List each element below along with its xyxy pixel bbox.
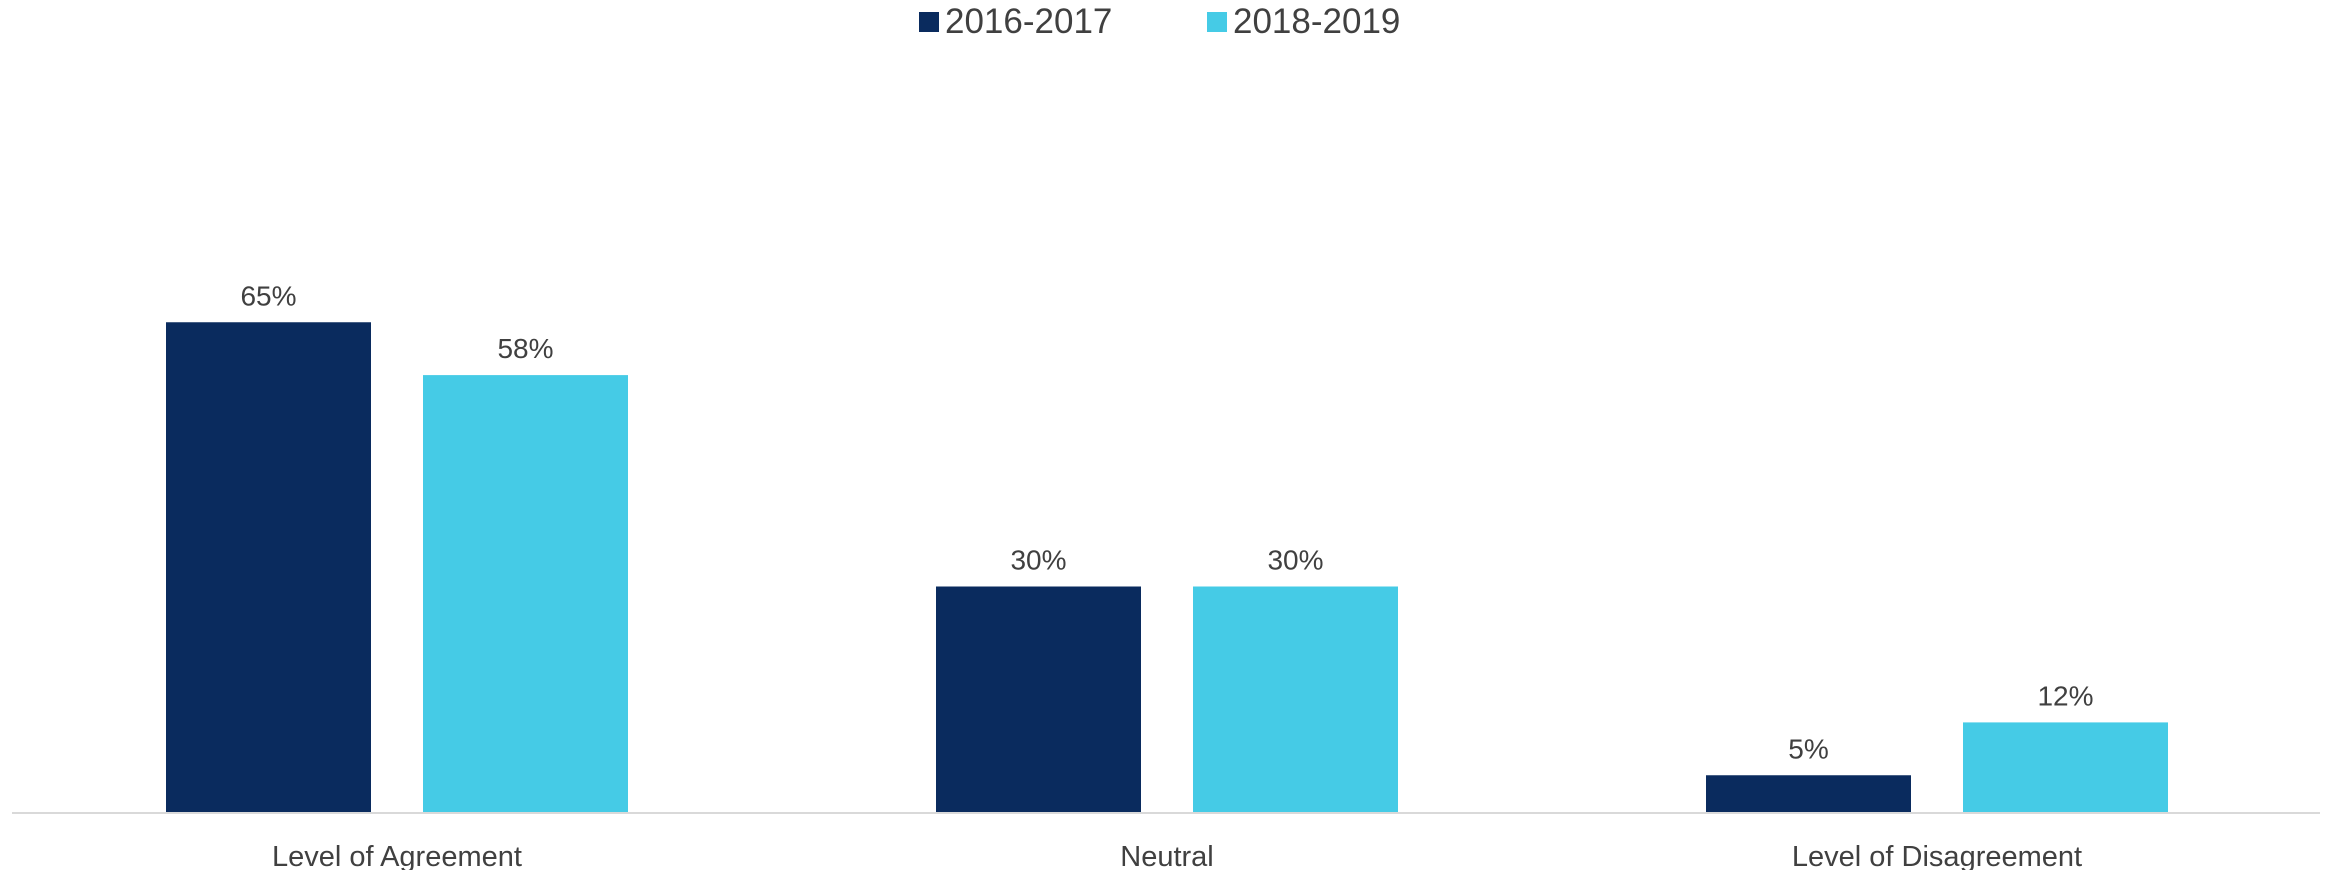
- data-label-2-3: 12%: [2037, 680, 2093, 711]
- data-labels-layer: 65% 58% 30% 30% 5% 12%: [240, 280, 2093, 764]
- category-label-3: Level of Disagreement: [1792, 841, 2082, 870]
- data-label-2-2: 30%: [1267, 545, 1323, 576]
- bar-2-3: [1963, 722, 2168, 813]
- bar-1-1: [166, 322, 371, 813]
- bar-1-2: [936, 586, 1141, 813]
- category-label-2: Neutral: [1120, 841, 1214, 870]
- category-label-1: Level of Agreement: [272, 841, 522, 870]
- bars-layer: [166, 322, 2168, 813]
- data-label-1-2: 30%: [1010, 545, 1066, 576]
- data-label-1-3: 5%: [1788, 733, 1828, 764]
- category-labels-layer: Level of Agreement Neutral Level of Disagr…: [272, 841, 2082, 870]
- bar-1-3: [1706, 775, 1911, 813]
- data-label-1-1: 65%: [240, 280, 296, 311]
- bar-2-2: [1193, 586, 1398, 813]
- bar-2-1: [423, 375, 628, 813]
- data-label-2-1: 58%: [497, 333, 553, 364]
